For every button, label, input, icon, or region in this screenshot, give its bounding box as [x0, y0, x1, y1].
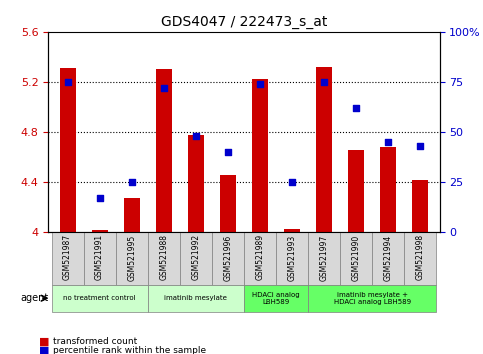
Text: HDACi analog
LBH589: HDACi analog LBH589 — [252, 292, 300, 305]
Text: transformed count: transformed count — [53, 337, 137, 346]
Text: GSM521988: GSM521988 — [159, 234, 168, 280]
FancyBboxPatch shape — [372, 232, 404, 285]
Point — [256, 81, 264, 87]
Point — [192, 133, 199, 138]
FancyBboxPatch shape — [276, 232, 308, 285]
Bar — [220, 176, 236, 232]
FancyBboxPatch shape — [340, 232, 372, 285]
Point — [384, 139, 392, 144]
Text: imatinib mesylate: imatinib mesylate — [164, 295, 227, 301]
Point — [288, 179, 296, 184]
Point — [96, 195, 103, 200]
Text: no treatment control: no treatment control — [63, 295, 136, 301]
Title: GDS4047 / 222473_s_at: GDS4047 / 222473_s_at — [161, 16, 327, 29]
Text: GSM521996: GSM521996 — [223, 234, 232, 280]
FancyBboxPatch shape — [244, 232, 276, 285]
Bar — [316, 67, 332, 232]
Text: GSM521992: GSM521992 — [191, 234, 200, 280]
Text: GSM521998: GSM521998 — [416, 234, 425, 280]
Text: GSM521993: GSM521993 — [287, 234, 297, 280]
Point — [352, 105, 360, 110]
FancyBboxPatch shape — [308, 285, 436, 312]
Text: GSM521987: GSM521987 — [63, 234, 72, 280]
FancyBboxPatch shape — [180, 232, 212, 285]
Bar — [348, 150, 364, 232]
Point — [128, 179, 136, 184]
Text: GSM521990: GSM521990 — [352, 234, 361, 280]
FancyBboxPatch shape — [52, 285, 148, 312]
Text: imatinib mesylate +
HDACi analog LBH589: imatinib mesylate + HDACi analog LBH589 — [334, 292, 411, 305]
Bar — [156, 69, 172, 232]
FancyBboxPatch shape — [148, 285, 244, 312]
FancyBboxPatch shape — [148, 232, 180, 285]
Point — [64, 79, 71, 85]
Text: GSM521989: GSM521989 — [256, 234, 265, 280]
Text: GSM521994: GSM521994 — [384, 234, 393, 280]
FancyBboxPatch shape — [404, 232, 436, 285]
Text: ■: ■ — [39, 337, 49, 347]
Bar — [124, 198, 140, 232]
Bar — [188, 136, 204, 232]
Text: GSM521991: GSM521991 — [95, 234, 104, 280]
Bar — [380, 147, 396, 232]
Point — [160, 85, 168, 91]
Text: GSM521995: GSM521995 — [127, 234, 136, 280]
Bar — [59, 68, 75, 232]
Bar — [252, 79, 268, 232]
Point — [224, 149, 232, 155]
Bar — [284, 229, 300, 232]
Text: GSM521997: GSM521997 — [320, 234, 328, 280]
FancyBboxPatch shape — [244, 285, 308, 312]
Bar — [412, 181, 428, 232]
Text: percentile rank within the sample: percentile rank within the sample — [53, 346, 206, 354]
FancyBboxPatch shape — [52, 232, 84, 285]
Bar — [92, 230, 108, 232]
FancyBboxPatch shape — [115, 232, 148, 285]
FancyBboxPatch shape — [84, 232, 115, 285]
Text: ■: ■ — [39, 346, 49, 354]
Point — [320, 79, 328, 85]
Point — [416, 143, 424, 149]
FancyBboxPatch shape — [308, 232, 340, 285]
Text: agent: agent — [20, 293, 48, 303]
FancyBboxPatch shape — [212, 232, 244, 285]
